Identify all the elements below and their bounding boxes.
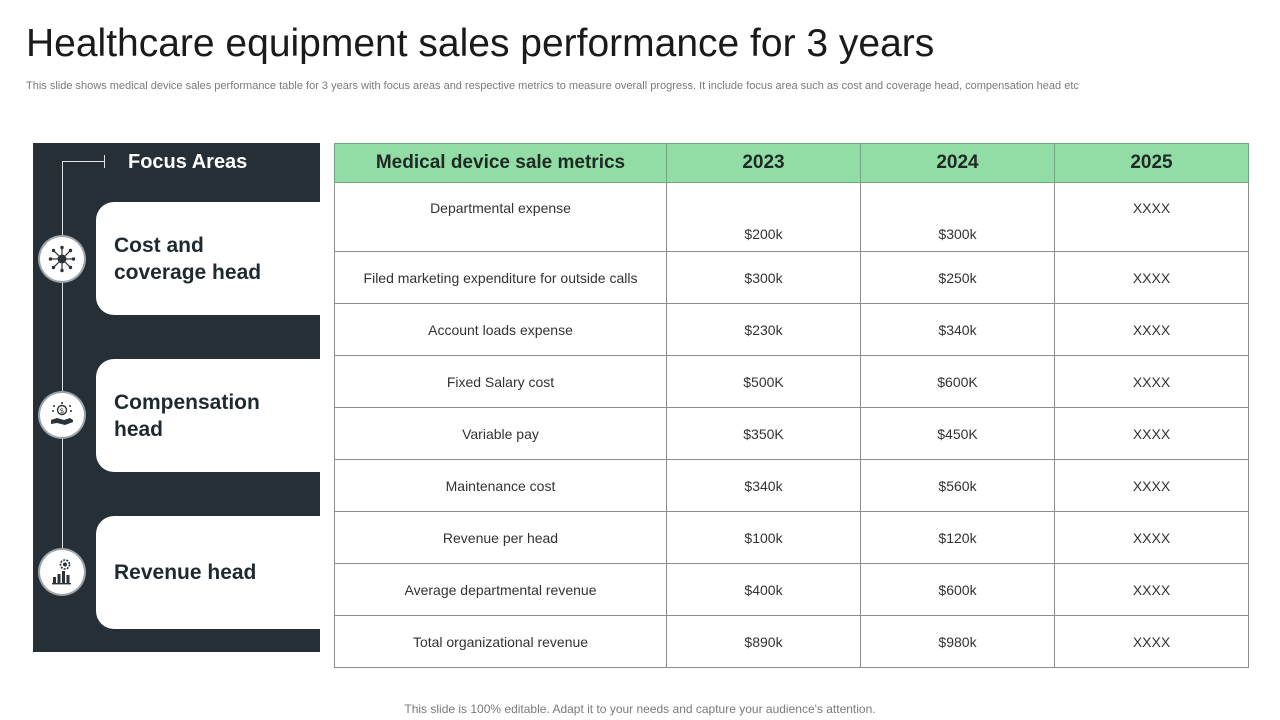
svg-text:$: $ — [60, 407, 64, 415]
focus-card-revenue: Revenue head — [96, 516, 320, 629]
timeline-tick — [104, 155, 105, 168]
table-cell: $350K — [666, 407, 861, 460]
table-cell: XXXX — [1054, 615, 1249, 668]
table-row: Total organizational revenue $890k $980k… — [334, 615, 1249, 668]
table-cell: XXXX — [1054, 303, 1249, 356]
table-cell: XXXX — [1054, 407, 1249, 460]
table-cell: $400k — [666, 563, 861, 616]
table-cell: Filed marketing expenditure for outside … — [334, 251, 667, 304]
column-header-2025: 2025 — [1054, 143, 1249, 183]
column-header-metric: Medical device sale metrics — [334, 143, 667, 183]
timeline-line — [62, 161, 63, 581]
table-cell: Maintenance cost — [334, 459, 667, 512]
table-row: Filed marketing expenditure for outside … — [334, 251, 1249, 304]
focus-areas-panel: Focus Areas Cost and coverage head $ — [33, 143, 320, 652]
table-cell: $250k — [860, 251, 1055, 304]
table-cell: $560k — [860, 459, 1055, 512]
table-cell: $500K — [666, 355, 861, 408]
table-cell: XXXX — [1054, 251, 1249, 304]
table-cell: Variable pay — [334, 407, 667, 460]
page-title: Healthcare equipment sales performance f… — [26, 22, 935, 65]
focus-card-compensation: Compensation head — [96, 359, 320, 472]
table-row: Maintenance cost $340k $560k XXXX — [334, 459, 1249, 512]
table-cell: $120k — [860, 511, 1055, 564]
table-cell: XXXX — [1054, 563, 1249, 616]
page-subtitle: This slide shows medical device sales pe… — [26, 80, 1079, 92]
table-cell: $200k — [666, 182, 861, 252]
globe-network-icon — [40, 237, 84, 281]
focus-card-label: Cost and coverage head — [114, 233, 262, 284]
table-cell: $300k — [666, 251, 861, 304]
table-cell: $100k — [666, 511, 861, 564]
table-cell: XXXX — [1054, 459, 1249, 512]
table-row: Revenue per head $100k $120k XXXX — [334, 511, 1249, 564]
table-cell: $340k — [860, 303, 1055, 356]
table-cell: Account loads expense — [334, 303, 667, 356]
table-cell: Departmental expense — [334, 182, 667, 252]
table-cell: Revenue per head — [334, 511, 667, 564]
table-cell: Average departmental revenue — [334, 563, 667, 616]
table-row: Departmental expense $200k $300k XXXX — [334, 182, 1249, 252]
bar-chart-gear-icon — [40, 550, 84, 594]
table-cell: $340k — [666, 459, 861, 512]
focus-card-label: Revenue head — [114, 561, 257, 584]
table-row: Fixed Salary cost $500K $600K XXXX — [334, 355, 1249, 408]
hand-money-icon: $ — [40, 393, 84, 437]
timeline-connector — [62, 161, 104, 162]
column-header-2023: 2023 — [666, 143, 861, 183]
footer-note: This slide is 100% editable. Adapt it to… — [404, 702, 876, 716]
metrics-table: Medical device sale metrics 2023 2024 20… — [334, 143, 1249, 668]
focus-card-label: Compensation head — [114, 390, 260, 441]
table-row: Account loads expense $230k $340k XXXX — [334, 303, 1249, 356]
table-cell: $450K — [860, 407, 1055, 460]
column-header-2024: 2024 — [860, 143, 1055, 183]
focus-card-cost-coverage: Cost and coverage head — [96, 202, 320, 315]
table-cell: XXXX — [1054, 511, 1249, 564]
table-cell: $600K — [860, 355, 1055, 408]
table-cell: Fixed Salary cost — [334, 355, 667, 408]
table-row: Average departmental revenue $400k $600k… — [334, 563, 1249, 616]
table-header-row: Medical device sale metrics 2023 2024 20… — [334, 143, 1249, 183]
table-cell: $300k — [860, 182, 1055, 252]
focus-areas-heading: Focus Areas — [128, 151, 248, 173]
table-cell: $890k — [666, 615, 861, 668]
table-cell: $600k — [860, 563, 1055, 616]
table-row: Variable pay $350K $450K XXXX — [334, 407, 1249, 460]
table-cell: $230k — [666, 303, 861, 356]
table-cell: XXXX — [1054, 182, 1249, 252]
table-cell: $980k — [860, 615, 1055, 668]
table-cell: Total organizational revenue — [334, 615, 667, 668]
table-cell: XXXX — [1054, 355, 1249, 408]
